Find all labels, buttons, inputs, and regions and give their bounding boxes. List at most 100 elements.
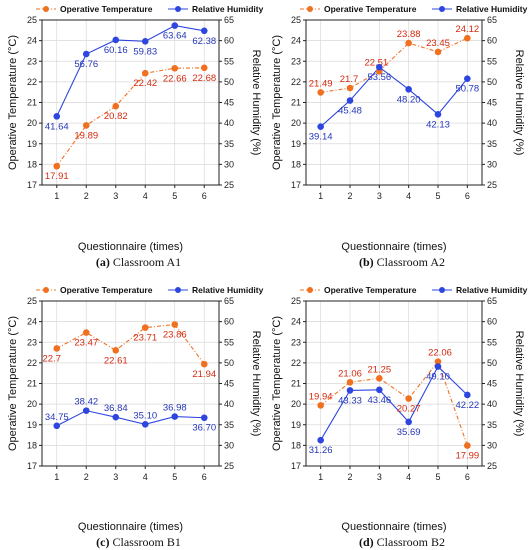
y-axis-label-right: Relative Humidity (%) xyxy=(513,50,525,156)
tick-label-right: 65 xyxy=(487,15,497,25)
tick-label-x: 3 xyxy=(377,191,382,201)
humidity-point xyxy=(53,422,61,430)
temperature-data-label: 22.51 xyxy=(364,57,388,68)
temperature-point xyxy=(171,321,179,328)
tick-label-x: 5 xyxy=(172,472,177,482)
humidity-data-label: 59.83 xyxy=(133,46,157,57)
tick-label-right: 30 xyxy=(224,440,234,450)
tick-label-x: 3 xyxy=(113,191,118,201)
temperature-data-label: 23.45 xyxy=(426,38,450,49)
temperature-data-label: 21.94 xyxy=(192,369,216,380)
tick-label-left: 23 xyxy=(27,56,37,66)
humidity-point xyxy=(200,414,208,422)
tick-label-x: 3 xyxy=(377,472,382,482)
tick-label-right: 25 xyxy=(487,461,497,471)
legend: Operative Temperature Relative Humidity xyxy=(300,285,528,295)
tick-label-right: 40 xyxy=(487,118,497,128)
humidity-point xyxy=(405,86,412,93)
tick-label-left: 23 xyxy=(291,337,301,347)
temperature-point xyxy=(464,442,471,449)
temperature-point xyxy=(405,395,412,402)
tick-label-right: 40 xyxy=(487,399,497,409)
humidity-point xyxy=(376,63,383,71)
y-axis-label-left: Operative Temperature (°C) xyxy=(7,35,19,170)
humidity-point xyxy=(200,27,208,35)
y-axis-label-right: Relative Humidity (%) xyxy=(250,50,262,156)
tick-label-left: 17 xyxy=(27,461,37,471)
panel-caption: (b) Classroom A2 xyxy=(359,255,445,269)
tick-label-left: 22 xyxy=(27,77,37,87)
tick-label-right: 40 xyxy=(224,399,234,409)
tick-label-right: 65 xyxy=(224,296,234,306)
legend: Operative Temperature Relative Humidity xyxy=(36,285,264,295)
humidity-point xyxy=(82,50,90,58)
legend-humidity-label: Relative Humidity xyxy=(192,4,264,14)
x-axis-label: Questionnaire (times) xyxy=(341,521,446,533)
tick-label-x: 5 xyxy=(435,191,440,201)
temperature-line xyxy=(320,37,468,93)
tick-label-right: 65 xyxy=(224,15,234,25)
tick-label-left: 20 xyxy=(291,399,301,409)
tick-label-right: 60 xyxy=(487,36,497,46)
temperature-data-label: 23.47 xyxy=(74,338,98,349)
humidity-data-label: 48.20 xyxy=(397,94,421,105)
humidity-point xyxy=(317,436,324,444)
humidity-point xyxy=(141,38,149,45)
temperature-data-label: 22.42 xyxy=(133,78,157,89)
humidity-point xyxy=(434,363,442,370)
tick-label-left: 19 xyxy=(27,420,37,430)
humidity-data-label: 42.13 xyxy=(426,119,450,130)
tick-label-right: 45 xyxy=(487,98,497,108)
temperature-data-label: 17.99 xyxy=(455,451,479,462)
tick-label-right: 40 xyxy=(224,118,234,128)
temperature-point xyxy=(141,324,149,331)
tick-label-left: 18 xyxy=(27,159,37,169)
tick-label-left: 25 xyxy=(27,15,37,25)
temperature-point xyxy=(434,48,442,56)
temperature-data-label: 21.49 xyxy=(309,78,333,89)
tick-label-left: 25 xyxy=(291,15,301,25)
tick-label-right: 45 xyxy=(224,98,234,108)
tick-label-left: 17 xyxy=(291,461,301,471)
temperature-data-label: 23.88 xyxy=(397,29,421,40)
temperature-point xyxy=(464,34,471,42)
temperature-point xyxy=(53,162,61,170)
tick-label-right: 30 xyxy=(487,440,497,450)
tick-label-left: 22 xyxy=(27,358,37,368)
legend-humidity-label: Relative Humidity xyxy=(192,285,264,295)
tick-label-left: 17 xyxy=(27,180,37,190)
humidity-data-label: 53.56 xyxy=(367,72,391,83)
temperature-data-label: 23.71 xyxy=(133,333,157,344)
temperature-data-label: 17.91 xyxy=(45,171,69,182)
tick-label-left: 23 xyxy=(27,337,37,347)
tick-label-left: 24 xyxy=(291,317,301,327)
x-axis-label: Questionnaire (times) xyxy=(78,241,183,253)
tick-label-left: 19 xyxy=(27,139,37,149)
humidity-data-label: 45.48 xyxy=(338,106,362,117)
tick-label-left: 25 xyxy=(291,296,301,306)
tick-label-right: 35 xyxy=(224,139,234,149)
tick-label-right: 55 xyxy=(487,337,497,347)
legend-temperature-marker xyxy=(43,287,49,293)
tick-label-left: 17 xyxy=(291,180,301,190)
tick-label-x: 2 xyxy=(84,472,89,482)
humidity-point xyxy=(112,413,120,421)
tick-label-right: 50 xyxy=(224,358,234,368)
tick-label-x: 4 xyxy=(406,472,411,482)
humidity-point xyxy=(464,75,471,82)
legend-temperature-label: Operative Temperature xyxy=(324,4,417,14)
temperature-point xyxy=(82,329,90,336)
humidity-data-label: 60.16 xyxy=(104,45,128,56)
legend: Operative Temperature Relative Humidity xyxy=(36,4,264,14)
tick-label-x: 2 xyxy=(347,472,352,482)
y-axis-label-left: Operative Temperature (°C) xyxy=(7,316,19,451)
tick-label-left: 22 xyxy=(291,358,301,368)
temperature-point xyxy=(434,358,442,365)
tick-label-left: 20 xyxy=(291,118,301,128)
humidity-data-label: 35.69 xyxy=(397,427,421,438)
temperature-data-label: 21.7 xyxy=(340,74,359,85)
temperature-line xyxy=(320,360,468,446)
tick-label-x: 1 xyxy=(54,191,59,201)
temperature-point xyxy=(171,64,179,72)
